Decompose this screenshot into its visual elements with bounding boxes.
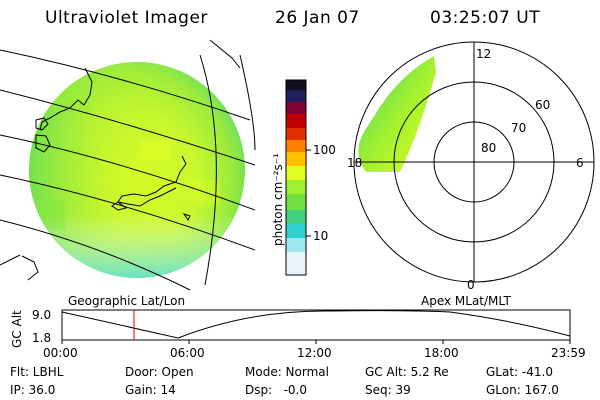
gc-alt-xtick-1800: 18:00 [424,346,459,360]
info-mode: Mode: Normal [245,365,329,379]
date-label: 26 Jan 07 [275,8,360,28]
info-gain: Gain: 14 [125,383,176,397]
polar-mlt-12: 12 [476,47,492,61]
polar-lat-70: 70 [511,121,527,135]
gc-alt-ytick-high: 9.0 [32,308,52,322]
gc-alt-ytick-low: 1.8 [32,331,52,345]
polar-mlt-0: 0 [467,278,475,292]
polar-auroral-image [358,56,436,172]
polar-mlt-18: 18 [347,156,363,170]
info-seq: Seq: 39 [365,383,411,397]
colorbar-tick-100: 100 [313,143,336,157]
info-door: Door: Open [125,365,194,379]
polar-mlt-6: 6 [576,156,584,170]
gc-alt-xtick-1200: 12:00 [297,346,332,360]
info-gc-alt: GC Alt: 5.2 Re [365,365,449,379]
info-glon: GLon: 167.0 [486,383,559,397]
polar-plot [353,41,595,283]
polar-lat-60: 60 [535,98,551,112]
gc-alt-plot [61,309,571,344]
coastline [21,39,241,281]
info-filter: Flt: LBHL [10,365,64,379]
gc-alt-xtick-0600: 06:00 [170,346,205,360]
time-label: 03:25:07 UT [430,8,541,28]
polar-lat-80: 80 [481,141,497,155]
colorbar [285,79,311,276]
gc-alt-curve [61,310,571,339]
apex-label: Apex MLat/MLT [421,294,511,308]
info-ip: IP: 36.0 [10,383,56,397]
instrument-title: Ultraviolet Imager [45,8,208,28]
gc-alt-xtick-0000: 00:00 [43,346,78,360]
colorbar-tick-10: 10 [313,229,329,243]
info-dsp: Dsp: -0.0 [245,383,308,397]
gc-alt-xtick-2359: 23:59 [551,346,586,360]
gc-alt-ylabel: GC Alt [10,310,24,348]
geographic-label: Geographic Lat/Lon [68,294,186,308]
info-glat: GLat: -41.0 [486,365,553,379]
colorbar-unit-label: photon cm⁻²s⁻¹ [271,153,285,246]
